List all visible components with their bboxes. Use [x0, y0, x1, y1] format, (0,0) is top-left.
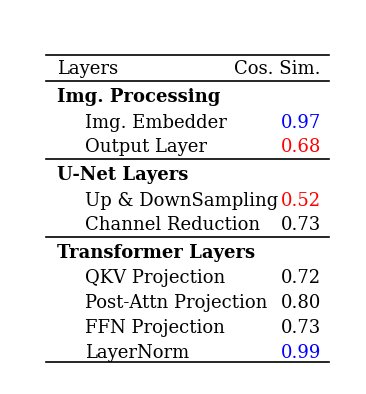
Text: FFN Projection: FFN Projection	[86, 319, 225, 337]
Text: 0.73: 0.73	[281, 216, 321, 234]
Text: 0.99: 0.99	[280, 344, 321, 362]
Text: Img. Embedder: Img. Embedder	[86, 113, 227, 132]
Text: 0.52: 0.52	[281, 191, 321, 210]
Text: Output Layer: Output Layer	[86, 138, 208, 156]
Text: 0.73: 0.73	[281, 319, 321, 337]
Text: 0.97: 0.97	[281, 113, 321, 132]
Text: 0.80: 0.80	[280, 294, 321, 312]
Text: QKV Projection: QKV Projection	[86, 269, 226, 288]
Text: Layers: Layers	[57, 60, 118, 78]
Text: U-Net Layers: U-Net Layers	[57, 166, 188, 184]
Text: LayerNorm: LayerNorm	[86, 344, 190, 362]
Text: 0.68: 0.68	[280, 138, 321, 156]
Text: Img. Processing: Img. Processing	[57, 88, 220, 106]
Text: Up & DownSampling: Up & DownSampling	[86, 191, 279, 210]
Text: Channel Reduction: Channel Reduction	[86, 216, 261, 234]
Text: Cos. Sim.: Cos. Sim.	[234, 60, 321, 78]
Text: Post-Attn Projection: Post-Attn Projection	[86, 294, 268, 312]
Text: Transformer Layers: Transformer Layers	[57, 244, 255, 262]
Text: 0.72: 0.72	[281, 269, 321, 288]
